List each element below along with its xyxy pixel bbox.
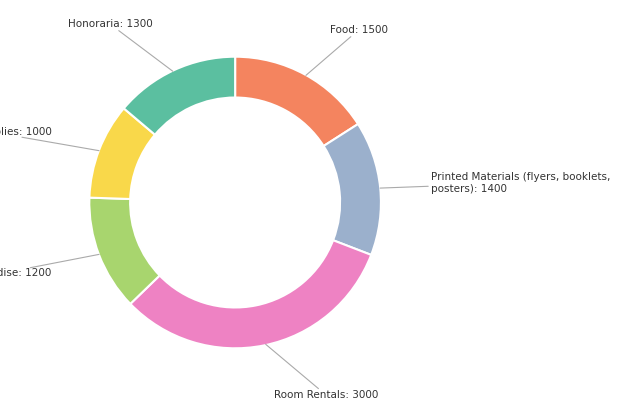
Text: Food: 1500: Food: 1500 <box>306 25 387 75</box>
Wedge shape <box>324 124 381 255</box>
Wedge shape <box>89 198 160 304</box>
Text: Honoraria: 1300: Honoraria: 1300 <box>68 19 173 71</box>
Text: Room Rentals: 3000: Room Rentals: 3000 <box>266 344 379 401</box>
Text: General Supplies: 1000: General Supplies: 1000 <box>0 127 99 151</box>
Wedge shape <box>90 109 155 199</box>
Wedge shape <box>130 240 371 348</box>
Text: Printed Materials (flyers, booklets,
posters): 1400: Printed Materials (flyers, booklets, pos… <box>380 172 610 194</box>
Wedge shape <box>235 57 358 146</box>
Text: Merchandise: 1200: Merchandise: 1200 <box>0 254 99 278</box>
Wedge shape <box>124 57 235 135</box>
